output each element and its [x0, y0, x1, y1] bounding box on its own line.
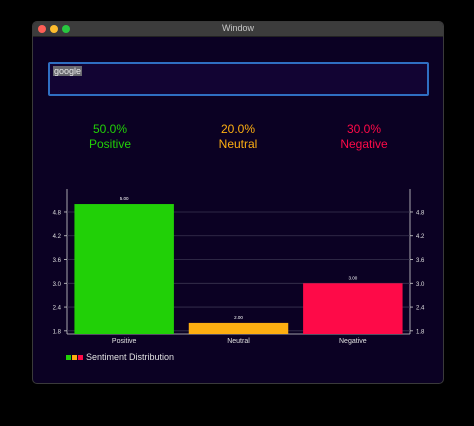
search-input-value: google: [53, 66, 83, 76]
x-tick-label: Neutral: [227, 338, 250, 345]
bar-negative: [303, 283, 403, 334]
sentiment-bar-chart: 1.8 1.8 2.4 2.4 3.0 3.0 3.6 3.6 4.2 4.2 4.8 4.8 5.00…: [53, 189, 425, 345]
negative-stat: 30.0% Negative: [304, 122, 424, 152]
y-tick-label-left: 3.0: [53, 282, 62, 288]
neutral-label: Neutral: [218, 137, 258, 151]
y-tick-label-right: 3.6: [416, 258, 425, 264]
neutral-stat: 20.0% Neutral: [178, 122, 298, 152]
legend-swatch-negative: [78, 355, 83, 360]
legend-swatch-positive: [66, 355, 71, 360]
positive-label: Positive: [88, 137, 132, 151]
bar-value-label: 5.00: [120, 196, 129, 201]
app-window: Window google 50.0% Positive 20.0% Neutr…: [32, 21, 444, 384]
bar-value-label: 2.00: [234, 315, 243, 320]
bar-value-label: 3.00: [348, 275, 357, 280]
negative-label: Negative: [340, 137, 388, 151]
neutral-percent: 20.0%: [220, 122, 256, 136]
negative-percent: 30.0%: [346, 122, 382, 136]
title-bar: Window: [33, 22, 443, 37]
x-tick-label: Negative: [339, 338, 367, 345]
y-tick-label-right: 2.4: [416, 306, 425, 312]
positive-stat: 50.0% Positive: [50, 122, 170, 152]
y-tick-label-left: 4.2: [53, 234, 62, 240]
search-input[interactable]: google: [48, 62, 429, 96]
minimize-window-button[interactable]: [50, 25, 58, 33]
zoom-window-button[interactable]: [62, 25, 70, 33]
legend-swatch-neutral: [72, 355, 77, 360]
y-tick-label-right: 4.2: [416, 234, 425, 240]
y-tick-label-left: 1.8: [53, 329, 62, 335]
y-tick-label-right: 4.8: [416, 210, 425, 216]
legend-label: Sentiment Distribution: [86, 352, 175, 362]
y-tick-label-left: 2.4: [53, 306, 62, 312]
close-window-button[interactable]: [38, 25, 46, 33]
x-tick-label: Positive: [112, 338, 137, 345]
y-tick-label-right: 1.8: [416, 329, 425, 335]
y-tick-label-left: 4.8: [53, 210, 62, 216]
bar-positive: [74, 204, 174, 334]
y-tick-label-right: 3.0: [416, 282, 425, 288]
window-title: Window: [221, 23, 254, 33]
positive-percent: 50.0%: [92, 122, 128, 136]
y-tick-label-left: 3.6: [53, 258, 62, 264]
bar-neutral: [188, 322, 289, 334]
